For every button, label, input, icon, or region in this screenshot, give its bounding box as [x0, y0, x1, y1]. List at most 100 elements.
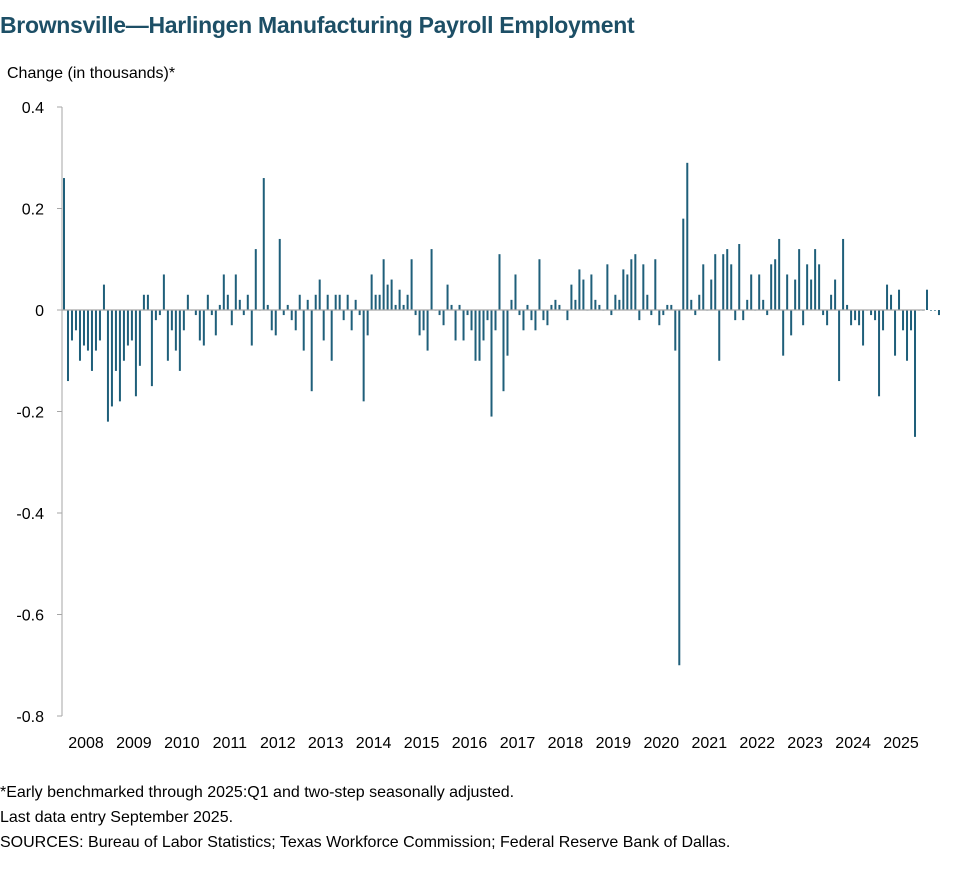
bar — [826, 310, 829, 326]
bar — [106, 310, 109, 422]
bar — [598, 304, 601, 310]
bar — [642, 264, 645, 310]
bar — [282, 310, 285, 316]
bar — [414, 310, 417, 316]
bar — [850, 310, 853, 326]
bar — [929, 310, 932, 311]
bar — [886, 284, 889, 310]
bar — [658, 310, 661, 326]
bar — [346, 294, 349, 310]
bar — [82, 310, 85, 346]
bar — [526, 304, 529, 310]
bar — [858, 310, 861, 326]
bar — [494, 310, 497, 331]
bar — [734, 310, 737, 321]
bar — [606, 264, 609, 310]
bar — [198, 310, 201, 341]
bar — [430, 249, 433, 310]
bar — [362, 310, 365, 402]
bar — [626, 274, 629, 310]
bar — [730, 264, 733, 310]
bar — [270, 310, 273, 331]
bar — [230, 310, 233, 326]
bar — [510, 299, 513, 310]
bar — [170, 310, 173, 331]
x-tick-label: 2010 — [164, 735, 200, 752]
bar — [842, 238, 845, 310]
bar — [146, 294, 149, 310]
bar — [742, 310, 745, 321]
bar — [422, 310, 425, 331]
bar — [90, 310, 93, 371]
bar — [178, 310, 181, 371]
bar — [738, 244, 741, 310]
bar — [646, 294, 649, 310]
bar — [162, 274, 165, 310]
x-tick-label: 2021 — [692, 735, 728, 752]
bar — [134, 310, 137, 397]
bar — [130, 310, 133, 341]
bar — [354, 299, 357, 310]
chart-title: Brownsville—Harlingen Manufacturing Payr… — [0, 12, 635, 38]
bar — [890, 294, 893, 310]
bar — [102, 284, 105, 310]
bar — [690, 299, 693, 310]
x-tick-label: 2008 — [68, 735, 104, 752]
bar — [406, 294, 409, 310]
bar — [590, 274, 593, 310]
bar — [702, 264, 705, 310]
bar — [654, 259, 657, 310]
bar — [834, 279, 837, 310]
bar — [786, 274, 789, 310]
bar — [610, 310, 613, 316]
bar — [674, 310, 677, 351]
bar — [933, 310, 936, 311]
y-axis-label: Change (in thousands)* — [7, 65, 176, 82]
x-tick-label: 2014 — [356, 735, 392, 752]
bar — [550, 304, 553, 310]
bar — [666, 304, 669, 310]
bar — [698, 294, 701, 310]
bar — [182, 310, 185, 331]
bar — [410, 259, 413, 310]
bar — [286, 304, 289, 310]
bar — [386, 284, 389, 310]
bar — [726, 249, 729, 310]
bar — [426, 310, 429, 351]
bar — [342, 310, 345, 321]
bar — [670, 304, 673, 310]
bar — [226, 294, 229, 310]
bar — [466, 310, 469, 316]
bar — [902, 310, 905, 331]
bar — [246, 294, 249, 310]
bar — [398, 289, 401, 310]
bar — [694, 310, 697, 316]
bar — [222, 274, 225, 310]
x-tick-label: 2016 — [452, 735, 488, 752]
bar — [350, 310, 353, 331]
bar — [394, 304, 397, 310]
bar — [294, 310, 297, 331]
bar — [714, 254, 717, 310]
bar — [322, 310, 325, 341]
bar — [546, 310, 549, 326]
bar — [794, 279, 797, 310]
bar — [66, 310, 69, 382]
bar — [722, 254, 725, 310]
bar — [774, 259, 777, 310]
bar — [174, 310, 177, 351]
bar — [937, 310, 940, 316]
bar — [154, 310, 157, 321]
bar — [330, 310, 333, 361]
y-tick-label: -0.8 — [16, 709, 44, 726]
x-tick-label: 2024 — [835, 735, 871, 752]
bar — [818, 264, 821, 310]
x-axis-labels: 2008 2009 2010 2011 2012 2013 2014 2015 2016 2017… — [68, 735, 919, 752]
bar — [314, 294, 317, 310]
bar — [762, 299, 765, 310]
bar — [138, 310, 141, 366]
bar — [454, 310, 457, 341]
bar — [290, 310, 293, 321]
x-tick-label: 2015 — [404, 735, 440, 752]
footnote-last-entry: Last data entry September 2025. — [0, 809, 234, 826]
